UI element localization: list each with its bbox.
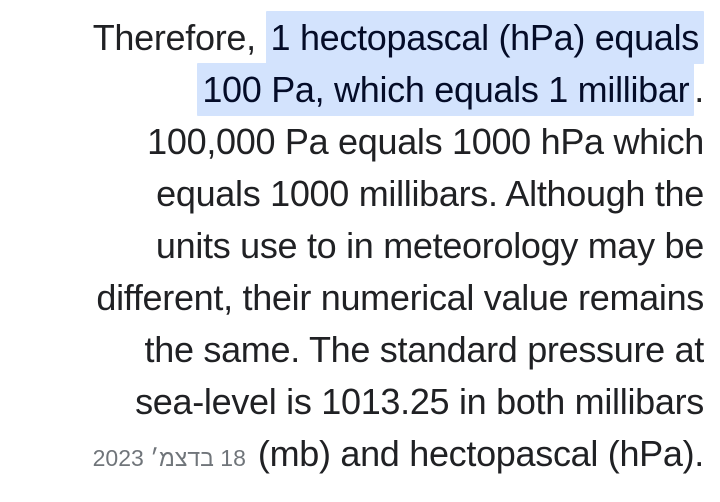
snippet-line: 18 בדצמ׳ 2023 (mb) and hectopascal (hPa).: [16, 428, 705, 484]
snippet-text: (mb) and hectopascal (hPa).: [257, 433, 704, 474]
snippet-text: 100,000 Pa equals 1000 hPa which: [147, 121, 704, 162]
snippet-line: 100 Pa, which equals 1 millibar.: [16, 63, 704, 116]
snippet-text: .: [694, 69, 704, 110]
highlighted-answer-text: 100 Pa, which equals 1 millibar: [197, 63, 695, 116]
snippet-line: different, their numerical value remains: [16, 272, 704, 324]
answer-snippet: Therefore, 1 hectopascal (hPa) equals 10…: [16, 11, 705, 484]
snippet-line: units use to in meteorology may be: [16, 220, 704, 272]
result-date-label: 18 בדצמ׳ 2023: [92, 445, 246, 471]
snippet-line: 100,000 Pa equals 1000 hPa which: [16, 116, 704, 168]
highlighted-answer-text: 1 hectopascal (hPa) equals: [265, 11, 704, 64]
snippet-line: the same. The standard pressure at: [16, 324, 705, 376]
snippet-text: the same. The standard pressure at: [144, 329, 705, 370]
snippet-text: different, their numerical value remains: [96, 277, 704, 318]
snippet-text: equals 1000 millibars. Although the: [156, 173, 704, 214]
snippet-line: sea-level is 1013.25 in both millibars: [16, 376, 704, 428]
snippet-text: Therefore,: [92, 17, 266, 58]
snippet-text: units use to in meteorology may be: [155, 225, 704, 266]
snippet-line: equals 1000 millibars. Although the: [16, 168, 704, 220]
snippet-text: sea-level is 1013.25 in both millibars: [135, 381, 704, 422]
snippet-line: Therefore, 1 hectopascal (hPa) equals: [16, 11, 704, 64]
